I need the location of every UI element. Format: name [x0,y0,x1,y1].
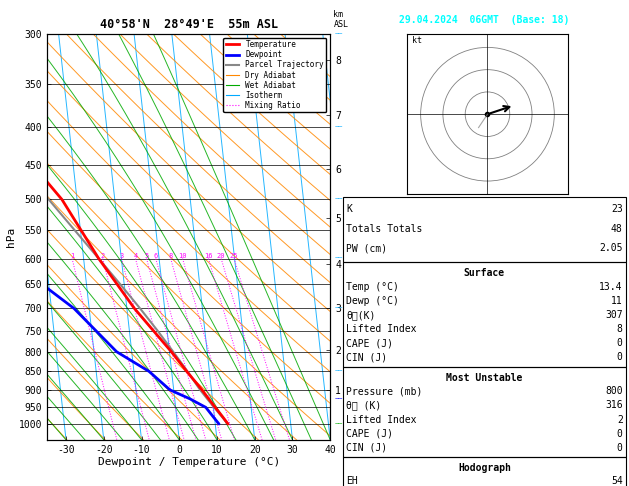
Text: 4: 4 [133,253,138,259]
Text: ~~: ~~ [335,31,343,37]
Text: 16: 16 [204,253,213,259]
Text: 10: 10 [179,253,187,259]
Text: CAPE (J): CAPE (J) [346,338,393,348]
Text: ~~: ~~ [335,196,343,203]
Text: 316: 316 [605,400,623,411]
Text: 6: 6 [153,253,158,259]
Text: ~~: ~~ [335,421,343,427]
Text: ~~: ~~ [335,124,343,130]
Text: CIN (J): CIN (J) [346,352,387,363]
Text: Hodograph: Hodograph [458,463,511,473]
Text: Pressure (mb): Pressure (mb) [346,386,422,397]
Text: 5: 5 [145,253,148,259]
Text: 1: 1 [70,253,74,259]
Text: 8: 8 [169,253,173,259]
Text: PW (cm): PW (cm) [346,243,387,253]
Y-axis label: hPa: hPa [6,227,16,247]
Text: 29.04.2024  06GMT  (Base: 18): 29.04.2024 06GMT (Base: 18) [399,15,569,25]
Text: EH: EH [346,476,358,486]
Text: 11: 11 [611,296,623,306]
Text: CAPE (J): CAPE (J) [346,429,393,439]
Text: 8: 8 [617,324,623,334]
X-axis label: Dewpoint / Temperature (°C): Dewpoint / Temperature (°C) [97,457,280,468]
Text: 307: 307 [605,310,623,320]
Text: 2.05: 2.05 [599,243,623,253]
Text: ~~: ~~ [335,368,343,374]
Text: 2: 2 [101,253,105,259]
Text: km
ASL: km ASL [333,10,348,29]
Text: 20: 20 [217,253,225,259]
Text: 0: 0 [617,429,623,439]
Text: 48: 48 [611,224,623,234]
Text: Most Unstable: Most Unstable [446,373,523,383]
Text: Lifted Index: Lifted Index [346,324,416,334]
Text: CIN (J): CIN (J) [346,443,387,453]
Text: Totals Totals: Totals Totals [346,224,422,234]
Text: kt: kt [412,36,421,45]
Text: 3: 3 [120,253,124,259]
Text: Surface: Surface [464,268,505,278]
Text: 23: 23 [611,204,623,214]
Text: 2: 2 [617,415,623,425]
Title: 40°58'N  28°49'E  55m ASL: 40°58'N 28°49'E 55m ASL [99,18,278,32]
Text: θᴄ (K): θᴄ (K) [346,400,381,411]
Text: Lifted Index: Lifted Index [346,415,416,425]
Legend: Temperature, Dewpoint, Parcel Trajectory, Dry Adiabat, Wet Adiabat, Isotherm, Mi: Temperature, Dewpoint, Parcel Trajectory… [223,38,326,112]
Text: 13.4: 13.4 [599,282,623,292]
Text: 54: 54 [611,476,623,486]
Text: ~~: ~~ [335,396,343,402]
Text: Dewp (°C): Dewp (°C) [346,296,399,306]
Text: Temp (°C): Temp (°C) [346,282,399,292]
Text: 0: 0 [617,352,623,363]
Text: 25: 25 [230,253,238,259]
Text: K: K [346,204,352,214]
Text: 0: 0 [617,443,623,453]
Text: 0: 0 [617,338,623,348]
Text: θᴄ(K): θᴄ(K) [346,310,376,320]
Text: 800: 800 [605,386,623,397]
Text: ~~: ~~ [335,256,343,261]
Text: ~~: ~~ [335,306,343,312]
